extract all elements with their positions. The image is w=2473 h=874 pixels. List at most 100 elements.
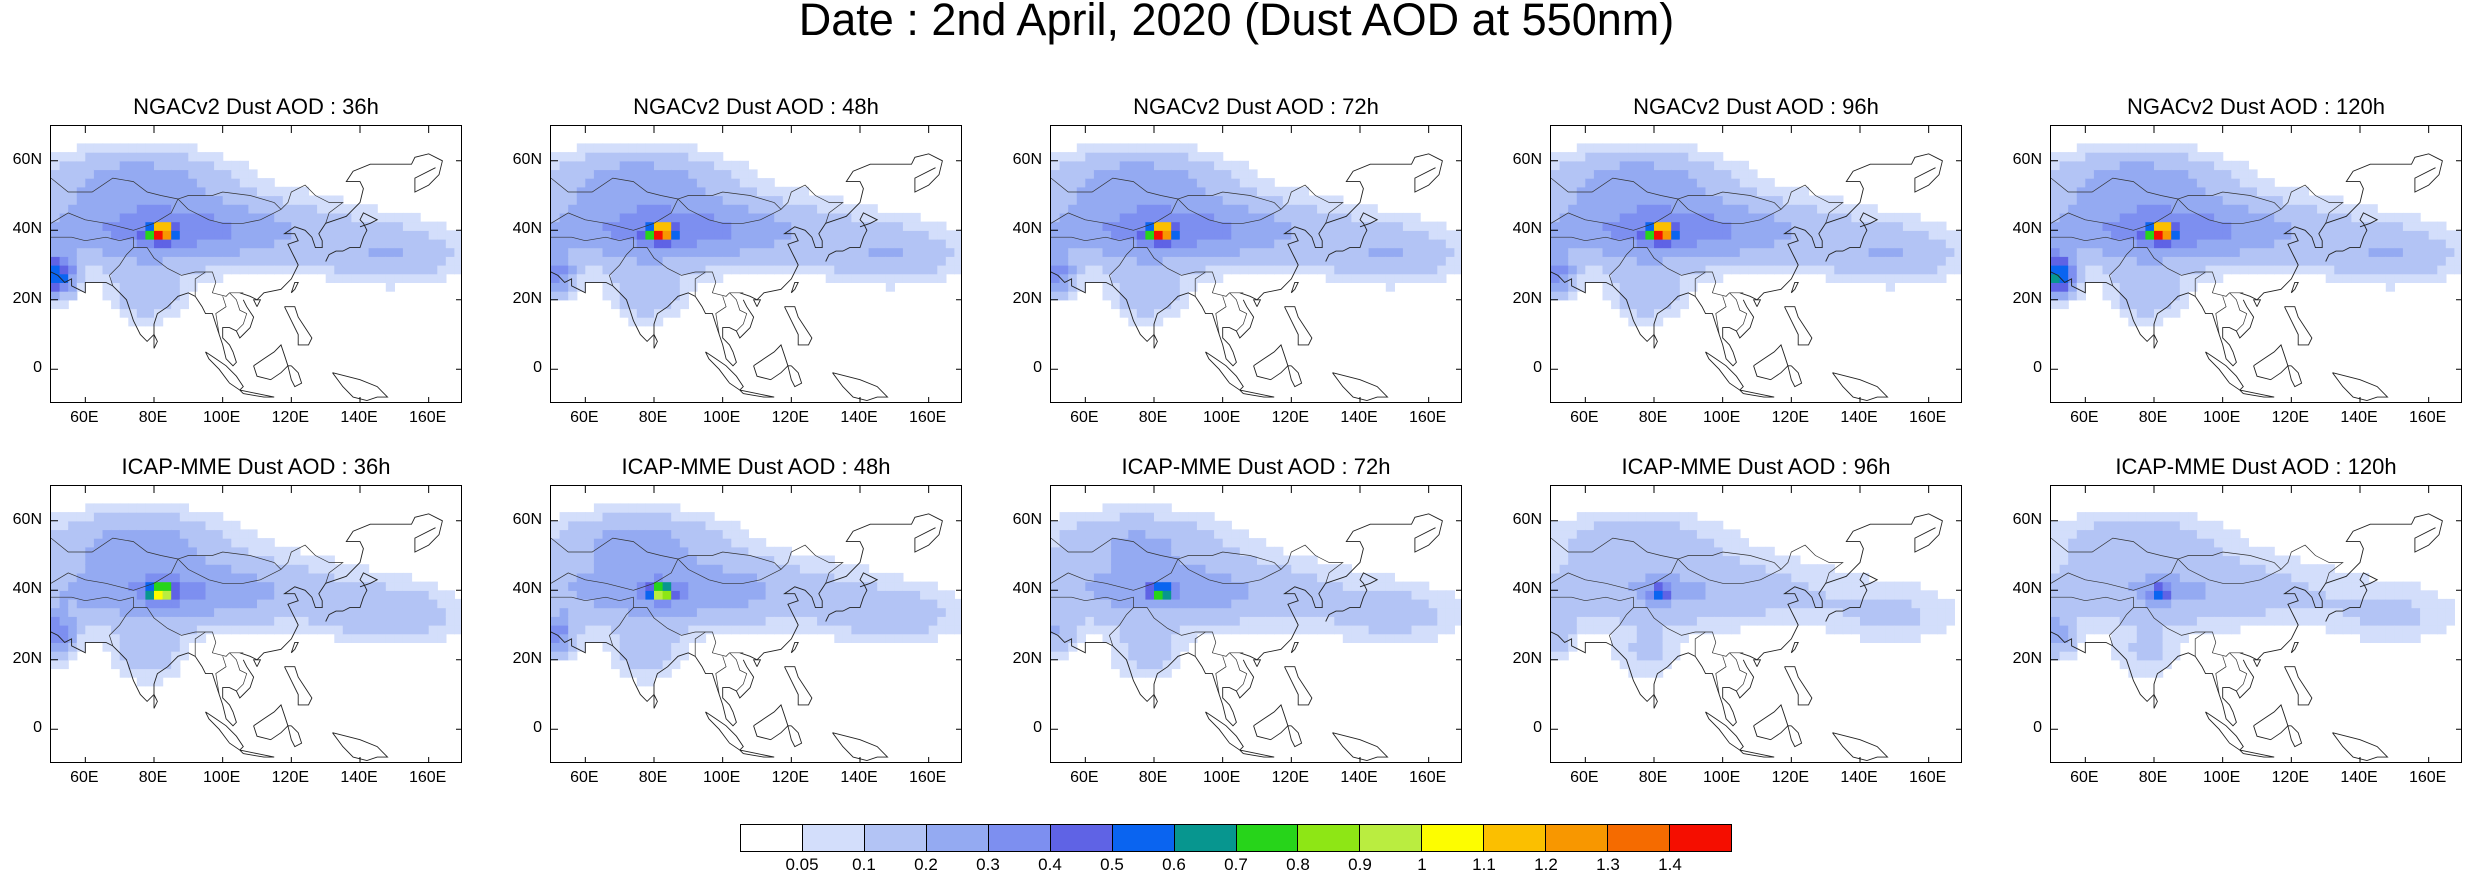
coastline	[2205, 351, 2244, 391]
coastline	[784, 306, 813, 346]
x-tick-label: 160E	[1408, 769, 1447, 786]
coastline	[1551, 271, 1614, 294]
x-tick-label: 80E	[1138, 409, 1168, 426]
coastline	[1752, 299, 1762, 307]
x-tick-label: 80E	[638, 409, 668, 426]
coastline	[252, 299, 262, 307]
coastline	[1739, 153, 1943, 301]
country-border	[1551, 177, 1679, 200]
country-border	[551, 191, 782, 231]
coastline	[2284, 306, 2313, 346]
y-tick-label: 20N	[1512, 289, 1542, 307]
coastline	[1253, 344, 1289, 381]
x-tick-label: 100E	[2202, 769, 2241, 786]
coastline	[153, 334, 158, 349]
y-tick-label: 0	[1533, 359, 1542, 377]
y-tick-label: 0	[1533, 719, 1542, 737]
country-border	[2215, 296, 2227, 335]
coastline	[2051, 271, 2114, 294]
x-tick-label: 100E	[1702, 769, 1741, 786]
country-border	[2194, 631, 2206, 657]
y-tick-label: 60N	[1512, 510, 1542, 528]
country-border	[551, 177, 679, 200]
coastline	[653, 694, 658, 709]
coastline	[612, 285, 755, 367]
coastline	[112, 285, 255, 367]
country-border	[1229, 292, 1248, 332]
colorbar-label: 0.3	[976, 855, 1000, 874]
coastline	[1653, 334, 1658, 349]
coastline	[290, 281, 299, 294]
y-tick-label: 60N	[1512, 150, 1542, 168]
country-border	[780, 184, 844, 224]
y-tick-label: 40N	[512, 220, 542, 238]
colorbar-label: 0.9	[1348, 855, 1372, 874]
country-border	[1051, 596, 1134, 647]
country-border	[1715, 296, 1727, 335]
country-border	[1551, 191, 1782, 231]
country-border	[133, 607, 244, 657]
country-border	[2133, 247, 2244, 297]
coastline	[2112, 285, 2255, 367]
coastline	[325, 212, 379, 262]
panel-title: ICAP-MME Dust AOD : 96h	[1621, 454, 1891, 479]
y-tick-label: 40N	[1512, 220, 1542, 238]
country-border	[1133, 607, 1244, 657]
coastline	[1325, 212, 1379, 262]
x-tick-label: 100E	[2202, 409, 2241, 426]
colorbar-box	[988, 825, 1051, 851]
x-tick-label: 140E	[840, 769, 878, 786]
colorbar-box	[864, 825, 927, 851]
x-tick-label: 80E	[1138, 769, 1168, 786]
coastline	[739, 389, 775, 398]
coastline	[1653, 694, 1658, 709]
coastline	[2153, 334, 2158, 349]
coastline	[287, 725, 303, 748]
country-border	[551, 236, 634, 287]
country-border	[229, 652, 248, 692]
y-tick-label: 0	[33, 719, 42, 737]
panel-title: NGACv2 Dust AOD : 72h	[1133, 94, 1379, 119]
coastline	[1287, 725, 1303, 748]
coastline	[2239, 749, 2275, 758]
coastline	[1705, 711, 1744, 751]
x-tick-label: 140E	[340, 409, 378, 426]
colorbar-box	[1174, 825, 1237, 851]
map-panel	[550, 485, 962, 763]
x-tick-label: 120E	[1771, 769, 1810, 786]
x-tick-label: 160E	[1908, 409, 1947, 426]
coastline	[290, 641, 299, 654]
x-tick-label: 60E	[1070, 769, 1099, 786]
y-tick-label: 40N	[2012, 220, 2042, 238]
x-tick-label: 60E	[1570, 769, 1599, 786]
x-tick-label: 140E	[1840, 769, 1878, 786]
y-tick-label: 20N	[12, 649, 42, 667]
y-tick-label: 60N	[2012, 510, 2042, 528]
colorbar-box	[1298, 825, 1361, 851]
coastline	[612, 645, 755, 727]
colorbar-box	[1608, 825, 1671, 851]
coastline	[252, 659, 262, 667]
y-tick-label: 20N	[2012, 649, 2042, 667]
country-border	[51, 236, 134, 287]
y-tick-label: 20N	[512, 649, 542, 667]
country-border	[715, 656, 727, 695]
map-panel	[2050, 485, 2462, 763]
coastline	[1332, 732, 1389, 761]
coastline	[1753, 344, 1789, 381]
country-border	[1729, 652, 1748, 692]
coastline	[753, 344, 789, 381]
x-tick-label: 140E	[1340, 409, 1378, 426]
colorbar-label: 1	[1417, 855, 1427, 874]
country-border	[1551, 537, 1679, 560]
colorbar-box	[741, 825, 803, 851]
country-border	[1280, 544, 1344, 584]
x-tick-label: 80E	[638, 769, 668, 786]
country-border	[2229, 652, 2248, 692]
country-border	[2194, 271, 2206, 297]
x-tick-label: 80E	[1638, 769, 1668, 786]
coastline	[1205, 711, 1244, 751]
y-tick-label: 20N	[512, 289, 542, 307]
x-tick-label: 120E	[1271, 409, 1310, 426]
x-tick-label: 160E	[1908, 769, 1947, 786]
